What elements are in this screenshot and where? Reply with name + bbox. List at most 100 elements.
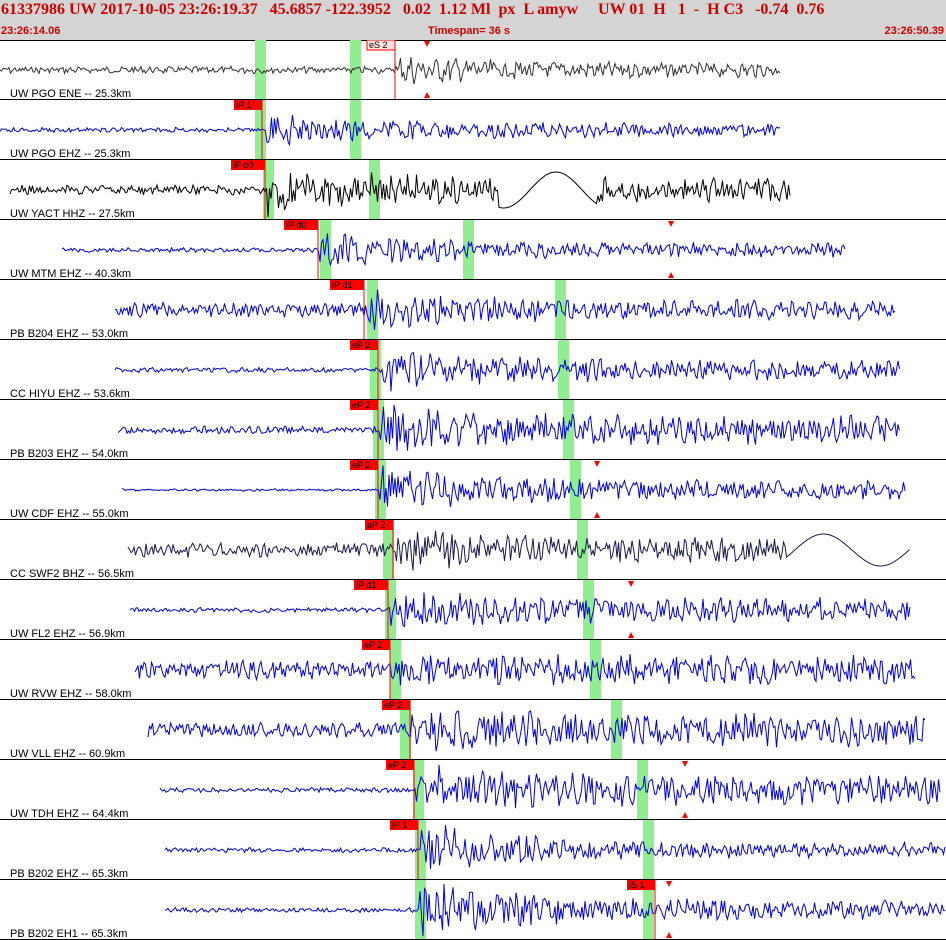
pick-label: eP 2 xyxy=(352,340,370,350)
pick-flag[interactable] xyxy=(386,760,414,770)
pick-flag[interactable] xyxy=(354,580,388,590)
predicted-arrival-band xyxy=(558,340,569,399)
pick-label: eP 2 xyxy=(384,700,402,710)
predicted-s-marker-top xyxy=(666,881,672,887)
predicted-arrival-band xyxy=(570,460,581,519)
pick-flag[interactable] xyxy=(382,700,410,710)
trace-label: UW YACT HHZ -- 27.5km xyxy=(10,208,135,220)
pick-flag[interactable] xyxy=(365,520,393,530)
predicted-arrival-band xyxy=(413,760,424,819)
pick-flag[interactable] xyxy=(390,820,418,830)
waveform xyxy=(129,592,911,628)
predicted-arrival-band xyxy=(611,700,622,759)
pick-label: iP d1 xyxy=(332,280,352,290)
trace-row[interactable]: iP 1 UW PGO EHZ -- 25.3km xyxy=(0,100,946,160)
pick-flag[interactable] xyxy=(330,280,364,290)
pick-label: iP d0 xyxy=(286,220,306,230)
pick-label: eP 2 xyxy=(364,640,382,650)
pick-flag[interactable] xyxy=(627,880,655,890)
waveform xyxy=(114,352,900,392)
trace-row[interactable]: iS 1 PB B202 EH1 -- 65.3km xyxy=(0,880,946,940)
predicted-s-marker-top xyxy=(424,41,430,47)
trace-label: UW RVW EHZ -- 58.0km xyxy=(10,688,131,700)
predicted-s-marker-top xyxy=(668,221,674,227)
trace-label: PB B203 EHZ -- 54.0km xyxy=(10,448,128,460)
waveform xyxy=(117,405,900,451)
trace-row[interactable]: iP d0 UW MTM EHZ -- 40.3km xyxy=(0,220,946,280)
trace-row[interactable]: eP 2 UW TDH EHZ -- 64.4km xyxy=(0,760,946,820)
predicted-arrival-band xyxy=(643,820,654,879)
event-summary: 61337986 UW 2017-10-05 23:26:19.37 45.68… xyxy=(1,1,825,18)
predicted-s-marker-bottom xyxy=(682,812,688,818)
trace-row[interactable]: eP 2 UW RVW EHZ -- 58.0km xyxy=(0,640,946,700)
predicted-s-marker-bottom xyxy=(666,932,672,938)
predicted-s-marker-top xyxy=(628,581,634,587)
predicted-s-marker-bottom xyxy=(628,632,634,638)
trace-label: UW TDH EHZ -- 64.4km xyxy=(10,808,128,820)
end-time: 23:26:50.39 xyxy=(884,25,944,37)
predicted-arrival-band xyxy=(350,100,361,159)
pick-label: eP 2 xyxy=(352,460,370,470)
trace-row[interactable]: iP d1 PB B204 EHZ -- 53.0km xyxy=(0,280,946,340)
waveform xyxy=(164,824,946,869)
predicted-s-marker-bottom xyxy=(594,512,600,518)
waveform xyxy=(9,171,791,218)
trace-label: PB B204 EHZ -- 53.0km xyxy=(10,328,128,340)
trace-row[interactable]: eP 2 PB B203 EHZ -- 54.0km xyxy=(0,400,946,460)
pick-flag[interactable] xyxy=(231,160,265,170)
waveform xyxy=(0,115,781,147)
trace-label: PB B202 EHZ -- 65.3km xyxy=(10,868,128,880)
trace-label: UW PGO ENE -- 25.3km xyxy=(10,88,131,100)
predicted-arrival-band xyxy=(637,760,648,819)
pick-flag[interactable] xyxy=(350,400,378,410)
waveform xyxy=(114,289,896,330)
trace-row[interactable]: eP 2 CC HIYU EHZ -- 53.6km xyxy=(0,340,946,400)
predicted-arrival-band xyxy=(369,160,380,219)
predicted-arrival-band xyxy=(255,40,266,99)
predicted-arrival-band xyxy=(590,640,601,699)
pick-label: iP d0 xyxy=(233,160,253,170)
waveform xyxy=(121,465,906,507)
trace-label: UW CDF EHZ -- 55.0km xyxy=(10,508,129,520)
waveform xyxy=(159,764,941,809)
trace-row[interactable]: iP d1 UW FL2 EHZ -- 56.9km xyxy=(0,580,946,640)
trace-label: UW FL2 EHZ -- 56.9km xyxy=(10,628,125,640)
pick-label: iP 1 xyxy=(236,100,251,110)
waveform xyxy=(61,233,846,267)
trace-row[interactable]: eP 2 UW VLL EHZ -- 60.9km xyxy=(0,700,946,760)
pick-flag[interactable] xyxy=(234,100,262,110)
pick-label: eP 2 xyxy=(367,520,385,530)
trace-row[interactable]: eS 2 UW PGO ENE -- 25.3km xyxy=(0,40,946,100)
pick-label: iP 1 xyxy=(392,820,407,830)
predicted-arrival-band xyxy=(385,580,396,639)
waveform xyxy=(0,56,781,85)
trace-row[interactable]: iP d0 UW YACT HHZ -- 27.5km xyxy=(0,160,946,220)
pick-flag[interactable] xyxy=(362,640,390,650)
timespan: Timespan= 36 s xyxy=(428,25,511,37)
pick-flag[interactable] xyxy=(350,340,378,350)
predicted-arrival-band xyxy=(350,40,361,99)
start-time: 23:26:14.06 xyxy=(1,25,61,37)
predicted-s-marker-top xyxy=(594,461,600,467)
trace-row[interactable]: eP 2 CC SWF2 BHZ -- 56.5km xyxy=(0,520,946,580)
pick-label: iP d1 xyxy=(356,580,376,590)
trace-row[interactable]: iP 1 PB B202 EHZ -- 65.3km xyxy=(0,820,946,880)
waveform xyxy=(147,710,926,752)
waveform xyxy=(127,530,910,571)
predicted-arrival-band xyxy=(263,160,274,219)
trace-label: PB B202 EH1 -- 65.3km xyxy=(10,928,127,940)
trace-label: CC HIYU EHZ -- 53.6km xyxy=(10,388,130,400)
predicted-s-marker-bottom xyxy=(668,272,674,278)
waveform xyxy=(134,654,916,686)
event-header: 61337986 UW 2017-10-05 23:26:19.37 45.68… xyxy=(0,0,946,41)
pick-label: eP 2 xyxy=(388,760,406,770)
predicted-s-marker-bottom xyxy=(424,92,430,98)
predicted-arrival-band xyxy=(383,520,394,579)
trace-row[interactable]: eP 2 UW CDF EHZ -- 55.0km xyxy=(0,460,946,520)
pick-flag[interactable] xyxy=(350,460,378,470)
pick-flag[interactable] xyxy=(284,220,318,230)
seismogram-panel[interactable]: eS 2 UW PGO ENE -- 25.3km iP 1 UW PGO EHZ -… xyxy=(0,40,946,940)
trace-label: UW PGO EHZ -- 25.3km xyxy=(10,148,130,160)
predicted-arrival-band xyxy=(415,880,426,939)
pick-label: eP 2 xyxy=(352,400,370,410)
